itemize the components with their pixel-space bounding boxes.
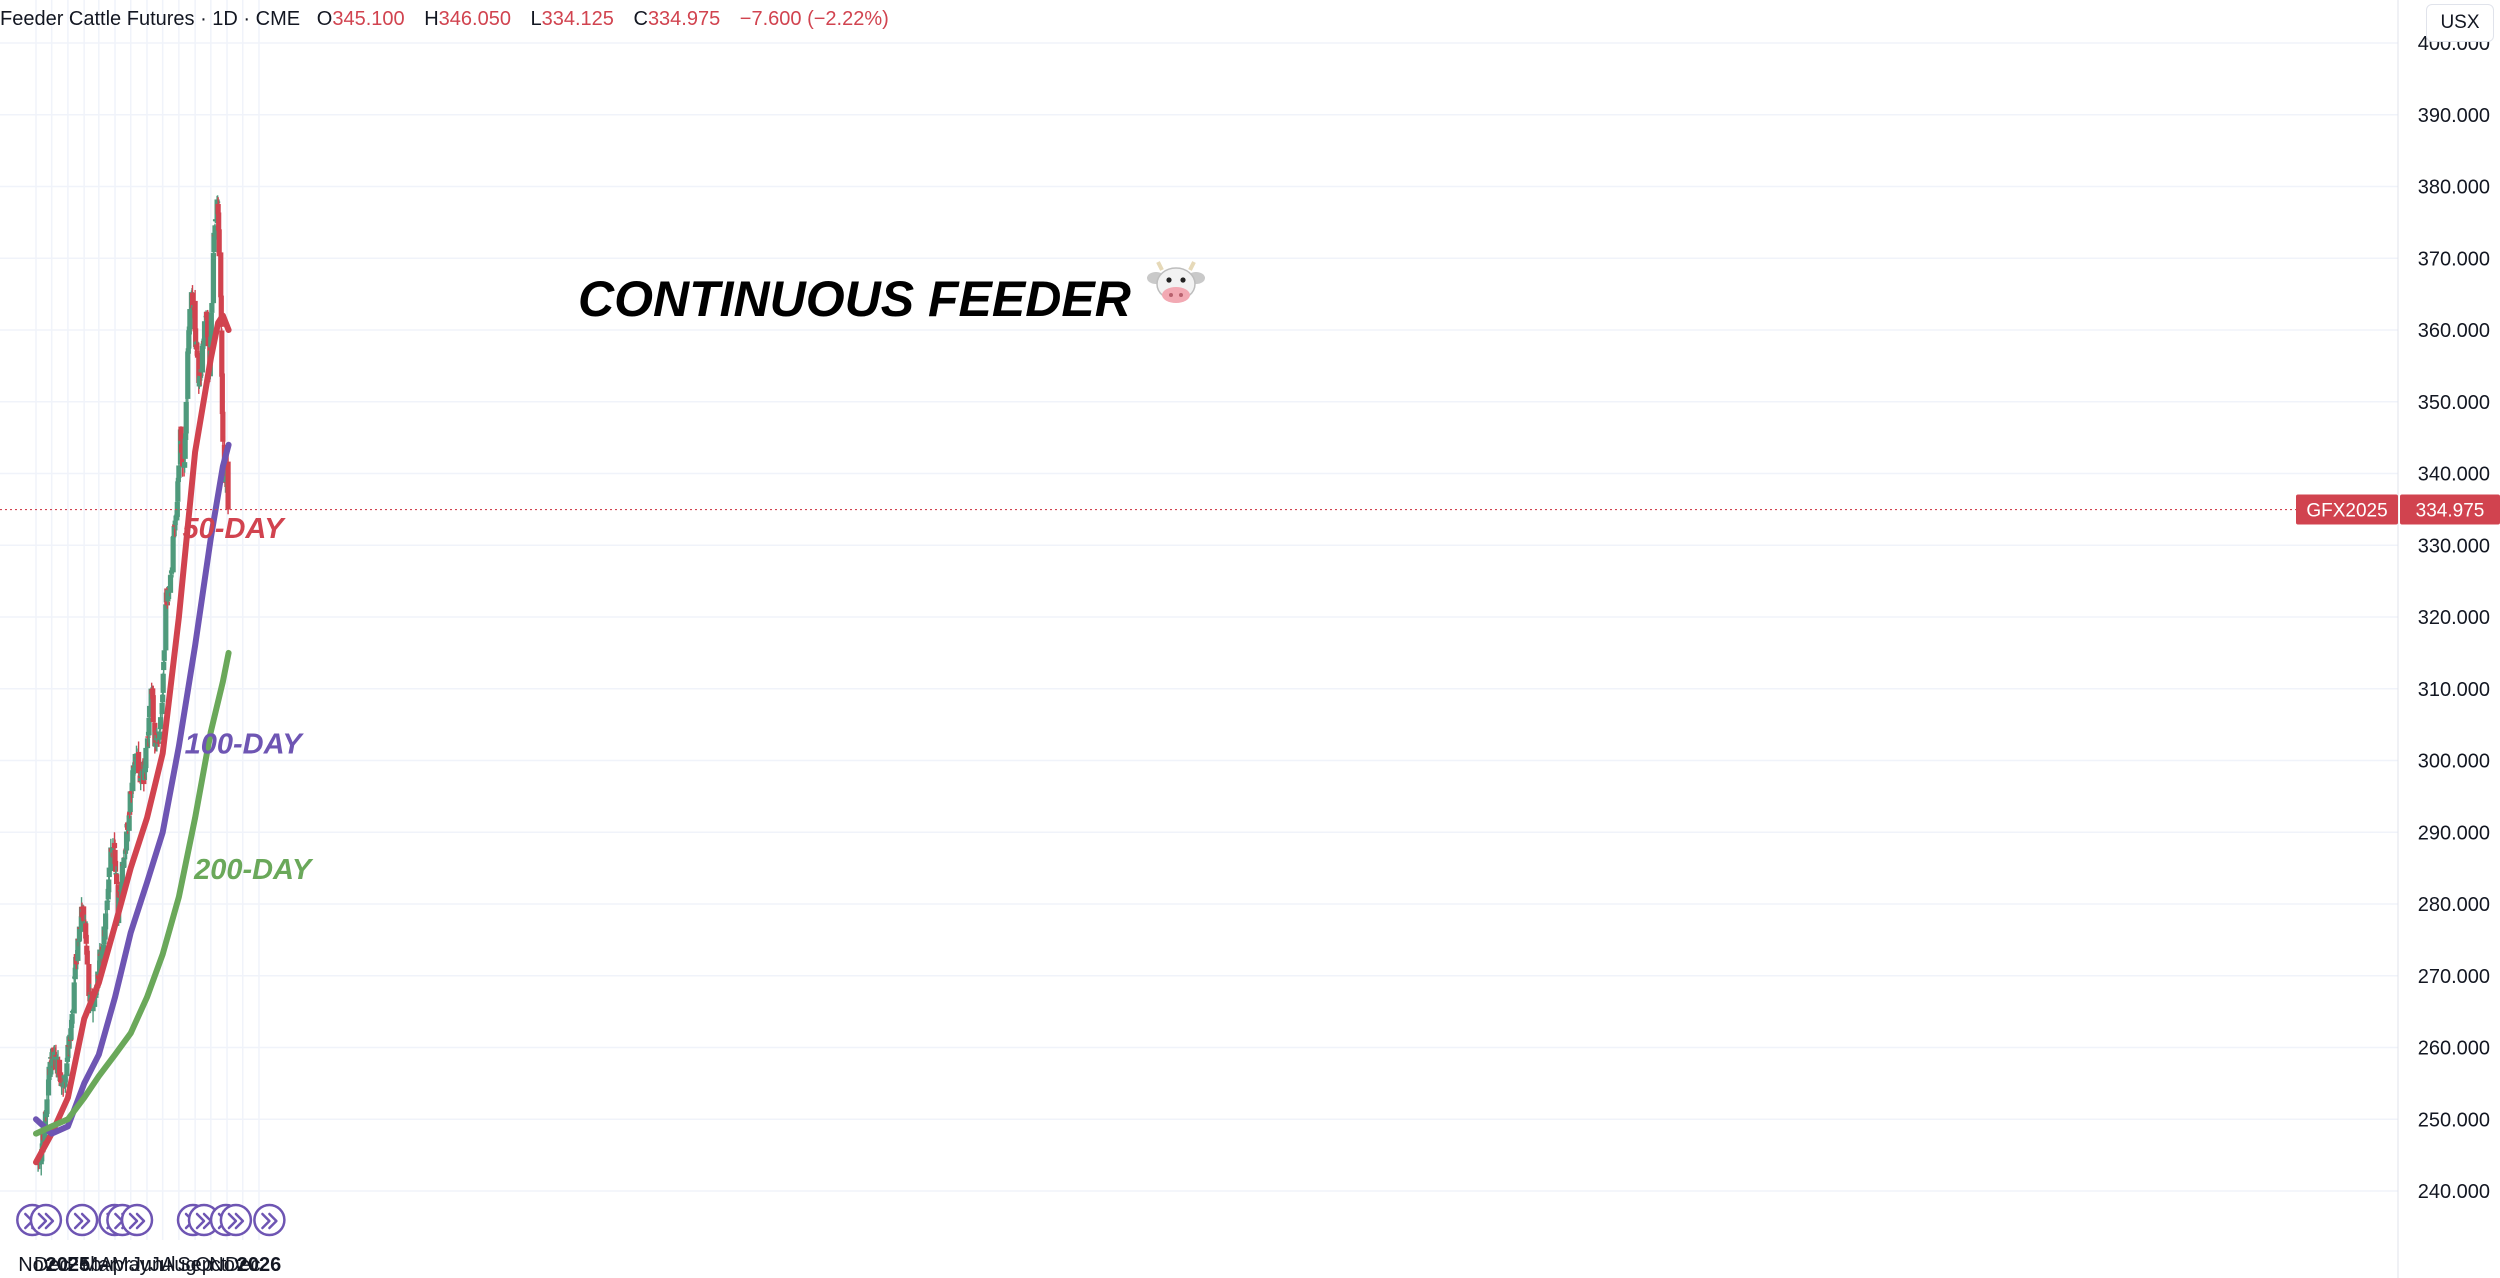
candle xyxy=(210,251,217,313)
close-value: 334.975 xyxy=(647,8,721,30)
y-tick-label: 250.000 xyxy=(2418,1109,2490,1131)
x-tick-label: Mar xyxy=(82,1254,117,1276)
candle xyxy=(225,452,231,515)
y-tick-label: 390.000 xyxy=(2418,105,2490,127)
y-tick-label: 320.000 xyxy=(2418,607,2490,629)
x-tick-label: Feb xyxy=(67,1254,101,1276)
symbol-title: Feeder Cattle Futures · 1D · CME xyxy=(0,8,301,30)
event-marker-icon[interactable] xyxy=(29,1203,63,1237)
event-marker-icon[interactable] xyxy=(120,1203,154,1237)
ma-200-day-label: 200-DAY xyxy=(193,854,314,886)
symbol-price-label: GFX2025 xyxy=(2296,494,2398,525)
candle xyxy=(160,672,166,702)
y-tick-label: 380.000 xyxy=(2418,177,2490,199)
candle xyxy=(109,848,116,862)
symbol-header: Feeder Cattle Futures · 1D · CME O345.10… xyxy=(0,8,889,31)
candle xyxy=(44,1091,50,1122)
event-marker-icon[interactable] xyxy=(219,1203,253,1237)
grid xyxy=(0,0,2398,1240)
x-tick-label: Nov xyxy=(18,1254,54,1276)
x-tick-label: Jun xyxy=(131,1254,163,1276)
low-value: 334.125 xyxy=(541,8,614,30)
ma-200-day-line xyxy=(33,649,232,1137)
y-tick-label: 340.000 xyxy=(2418,464,2490,486)
candle xyxy=(71,978,77,1014)
x-tick-label: Aug xyxy=(161,1254,197,1276)
y-tick-label: 260.000 xyxy=(2418,1038,2490,1060)
x-tick-label: Dec xyxy=(225,1254,261,1276)
candle xyxy=(150,685,156,723)
svg-text:334.975: 334.975 xyxy=(2416,501,2485,522)
candles xyxy=(34,195,231,1176)
chart-title: CONTINUOUS FEEDER xyxy=(578,271,1131,327)
y-tick-label: 350.000 xyxy=(2418,392,2490,414)
ma-50-day-label: 50-DAY xyxy=(183,513,287,545)
y-tick-label: 370.000 xyxy=(2418,248,2490,270)
svg-text:GFX2025: GFX2025 xyxy=(2306,501,2387,522)
candle xyxy=(183,395,189,445)
x-tick-label: Dec xyxy=(34,1254,70,1276)
x-tick-label: Sep xyxy=(177,1254,213,1276)
x-tick-label: 2026 xyxy=(237,1254,282,1276)
y-tick-label: 300.000 xyxy=(2418,751,2490,773)
x-tick-label: Oct xyxy=(195,1254,227,1276)
candle xyxy=(121,849,127,876)
ma-100-day-label: 100-DAY xyxy=(185,728,305,760)
y-tick-label: 310.000 xyxy=(2418,679,2490,701)
change-value: −7.600 (−2.22%) xyxy=(739,8,889,30)
candle xyxy=(199,345,206,378)
close-label: C xyxy=(633,8,648,30)
event-marker-icon[interactable] xyxy=(253,1203,286,1237)
candle xyxy=(174,499,180,521)
y-tick-label: 280.000 xyxy=(2418,894,2490,916)
y-tick-label: 290.000 xyxy=(2418,822,2490,844)
candle xyxy=(123,824,130,860)
x-tick-label: Apr xyxy=(99,1254,130,1276)
open-value: 345.100 xyxy=(332,8,405,30)
candle xyxy=(135,741,142,780)
ma-50-day-line xyxy=(33,312,232,1166)
low-label: L xyxy=(530,8,542,30)
x-tick-label: 2025 xyxy=(46,1254,91,1276)
y-tick-label: 240.000 xyxy=(2418,1181,2490,1203)
high-value: 346.050 xyxy=(438,8,511,30)
event-marker-icon[interactable] xyxy=(65,1203,99,1237)
candle xyxy=(218,290,224,333)
x-tick-label: Jul xyxy=(150,1254,176,1276)
high-label: H xyxy=(424,8,439,30)
y-tick-label: 270.000 xyxy=(2418,966,2490,988)
open-label: O xyxy=(316,8,333,30)
x-tick-label: May xyxy=(112,1254,150,1276)
candle xyxy=(212,223,218,246)
y-tick-label: 330.000 xyxy=(2418,535,2490,557)
last-price-label: 334.975 xyxy=(2400,494,2500,525)
candle xyxy=(219,328,225,378)
cow-face-icon xyxy=(1147,261,1205,303)
y-tick-label: 360.000 xyxy=(2418,320,2490,342)
x-tick-label: Nov xyxy=(209,1254,245,1276)
candle xyxy=(201,311,208,347)
candle xyxy=(220,406,226,448)
candle xyxy=(103,908,109,936)
currency-button[interactable]: USX xyxy=(2426,4,2494,42)
candle xyxy=(81,905,87,924)
